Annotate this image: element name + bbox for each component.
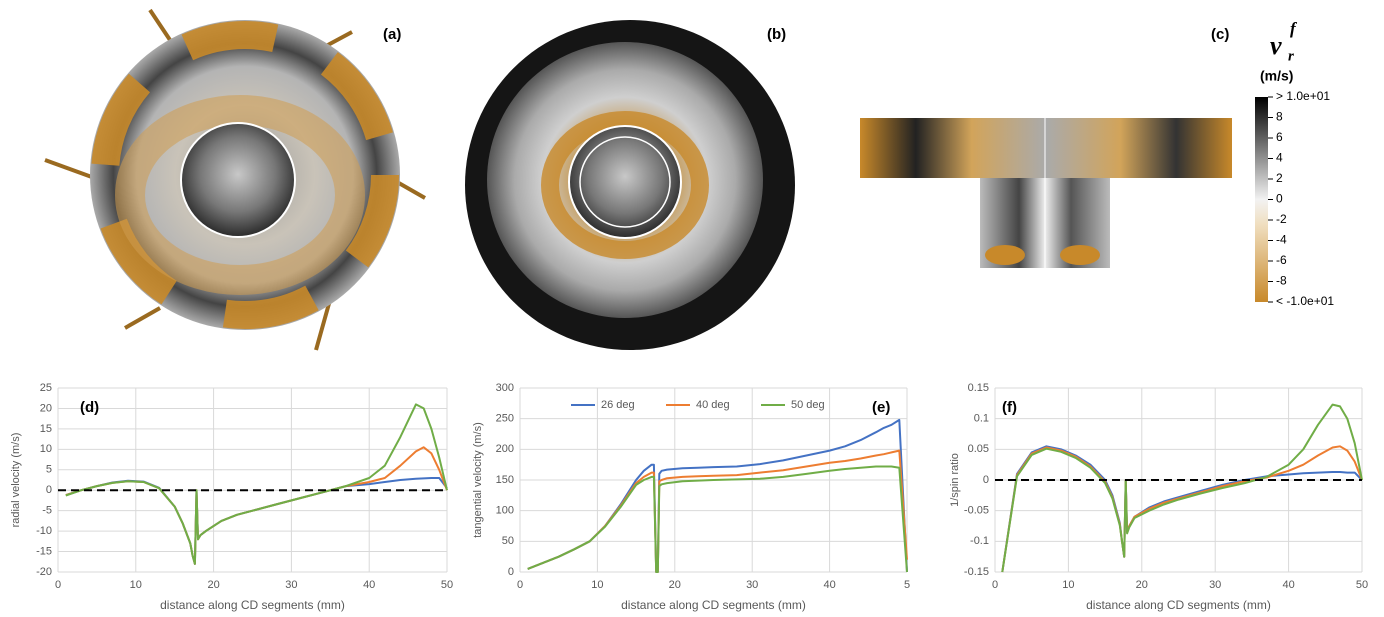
legend-label: 40 deg (696, 399, 730, 411)
y-tick-label: 20 (40, 402, 52, 414)
x-tick-label: 30 (746, 579, 758, 591)
y-tick-label: 0 (508, 566, 514, 578)
colorbar-tick-label: 0 (1276, 192, 1283, 206)
x-tick-label: 10 (1062, 579, 1074, 591)
colorbar-title: v (1270, 31, 1282, 60)
colorbar-title-sup: f (1290, 19, 1298, 38)
y-axis-label: tangential velocity (m/s) (472, 422, 484, 538)
legend-label: 26 deg (601, 399, 635, 411)
panel-label: (e) (872, 399, 890, 416)
x-tick-label: 20 (1136, 579, 1148, 591)
y-tick-label: 0.15 (968, 382, 989, 394)
y-tick-label: -10 (36, 525, 52, 537)
colorbar-tick-label: 8 (1276, 110, 1283, 124)
series-line (65, 446, 448, 565)
y-tick-label: -0.15 (964, 566, 989, 578)
x-tick-label: 40 (823, 579, 835, 591)
contour-a (44, 8, 426, 351)
y-tick-label: -0.05 (964, 505, 989, 517)
x-tick-label: 0 (517, 579, 523, 591)
colorbar-tick-label: -4 (1276, 233, 1287, 247)
series-line (1001, 445, 1363, 573)
x-tick-label: 30 (1209, 579, 1221, 591)
y-axis-label: 1/spin ratio (949, 453, 961, 507)
y-tick-label: 150 (496, 474, 514, 486)
colorbar-tick-label: > 1.0e+01 (1276, 89, 1330, 103)
series-line (1001, 403, 1363, 573)
y-tick-label: 0 (983, 474, 989, 486)
y-tick-label: -15 (36, 545, 52, 557)
colorbar (1255, 97, 1268, 302)
y-tick-label: 300 (496, 382, 514, 394)
series-line (65, 403, 448, 565)
series-line (527, 465, 908, 573)
y-axis-label: radial velocity (m/s) (10, 433, 22, 528)
panel-label: (f) (1002, 399, 1017, 416)
x-tick-label: 40 (363, 579, 375, 591)
series-line (1001, 445, 1363, 573)
x-tick-label: 20 (669, 579, 681, 591)
y-tick-label: -5 (42, 505, 52, 517)
y-tick-label: 100 (496, 505, 514, 517)
y-tick-label: 5 (46, 464, 52, 476)
series-line (527, 418, 908, 573)
x-tick-label: 0 (992, 579, 998, 591)
colorbar-tick-label: -8 (1276, 274, 1287, 288)
x-tick-label: 10 (130, 579, 142, 591)
panel-label: (c) (1211, 26, 1229, 43)
colorbar-tick-label: -2 (1276, 212, 1287, 226)
x-tick-label: 50 (1356, 579, 1368, 591)
contour-c (860, 118, 1232, 268)
colorbar-tick-label: 6 (1276, 130, 1283, 144)
colorbar-tick-label: -6 (1276, 253, 1287, 267)
x-tick-label: 50 (441, 579, 453, 591)
panel-label: (a) (383, 26, 401, 43)
panel-label: (d) (80, 399, 99, 416)
x-tick-label: 40 (1282, 579, 1294, 591)
x-tick-label: 10 (591, 579, 603, 591)
colorbar-unit: (m/s) (1260, 68, 1293, 84)
colorbar-tick-label: 4 (1276, 151, 1283, 165)
x-tick-label: 5 (904, 579, 910, 591)
x-axis-label: distance along CD segments (mm) (160, 598, 345, 612)
panel-label: (b) (767, 26, 786, 43)
y-tick-label: 250 (496, 413, 514, 425)
legend-label: 50 deg (791, 399, 825, 411)
y-tick-label: -0.1 (970, 535, 989, 547)
y-tick-label: 15 (40, 423, 52, 435)
colorbar-tick-label: < -1.0e+01 (1276, 294, 1334, 308)
x-axis-label: distance along CD segments (mm) (1086, 598, 1271, 612)
contour-b (465, 20, 795, 350)
y-tick-label: 0.05 (968, 443, 989, 455)
y-tick-label: 0.1 (974, 413, 989, 425)
colorbar-title-sub: r (1288, 48, 1294, 64)
y-tick-label: 200 (496, 443, 514, 455)
y-tick-label: -20 (36, 566, 52, 578)
x-tick-label: 30 (285, 579, 297, 591)
x-tick-label: 0 (55, 579, 61, 591)
y-tick-label: 0 (46, 484, 52, 496)
x-axis-label: distance along CD segments (mm) (621, 598, 806, 612)
x-tick-label: 20 (207, 579, 219, 591)
y-tick-label: 10 (40, 443, 52, 455)
y-tick-label: 50 (502, 535, 514, 547)
y-tick-label: 25 (40, 382, 52, 394)
colorbar-tick-label: 2 (1276, 171, 1283, 185)
